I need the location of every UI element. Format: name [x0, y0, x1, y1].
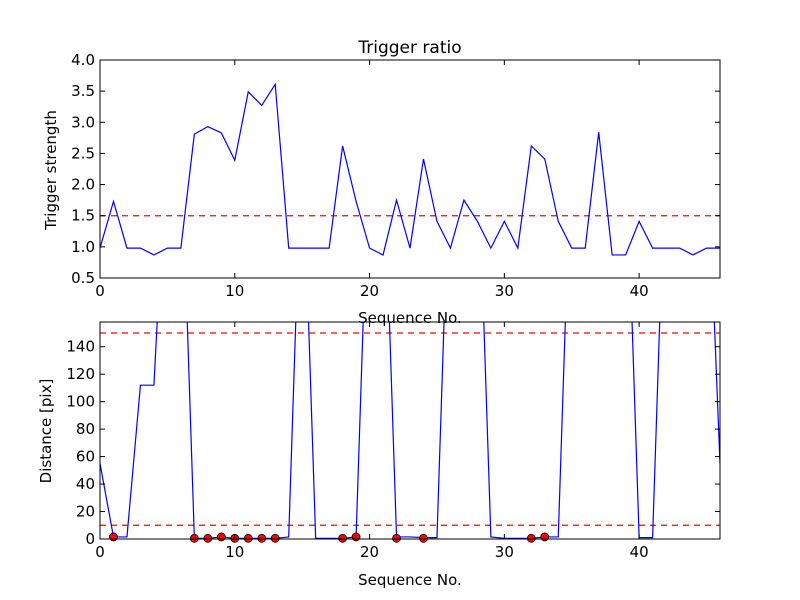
data-point-marker	[109, 532, 118, 542]
x-tick-label: 10	[225, 282, 244, 300]
axes-frame	[99, 59, 721, 279]
data-point-marker	[526, 533, 536, 543]
data-point-marker	[419, 533, 428, 543]
y-tick-label: 80	[76, 420, 95, 438]
plot-clip-group	[100, 322, 720, 539]
x-tick-label: 0	[95, 543, 105, 561]
y-tick-label: 2.5	[71, 144, 95, 162]
data-point-marker	[351, 532, 361, 542]
data-point-marker	[257, 533, 267, 543]
y-tick-label: 1.5	[71, 207, 95, 225]
x-tick-label: 40	[630, 282, 649, 300]
bottom-panel: 0 10 20 30 40 0 20 40 60 80 100 120 140 Sequence No.…	[37, 321, 721, 589]
y-tick-label: 100	[66, 393, 95, 411]
data-point-marker	[270, 533, 280, 543]
y-tick-label: 60	[76, 448, 95, 466]
x-tick-label: 10	[225, 543, 244, 561]
y-tick-label: 0.5	[71, 269, 95, 287]
data-point-marker	[203, 533, 213, 543]
data-point-marker	[540, 532, 550, 542]
top-panel: Trigger ratio 0 10 20 30 40 0.5 1.0 1.5 2.0 2.5 3.…	[42, 38, 721, 327]
x-tick-label: 40	[630, 543, 649, 561]
x-tick-label: 30	[495, 282, 514, 300]
plot-clip-group	[100, 82, 720, 256]
top-title: Trigger ratio	[357, 38, 461, 58]
y-tick-label: 1.0	[71, 238, 95, 256]
series-line	[100, 82, 720, 256]
x-tick-label: 0	[95, 282, 105, 300]
x-tick-label: 20	[360, 543, 379, 561]
y-tick-label: 140	[66, 338, 95, 356]
x-tick-label: 30	[495, 543, 514, 561]
y-tick-label: 20	[76, 503, 95, 521]
data-point-marker	[392, 533, 401, 543]
y-tick-label: 40	[76, 475, 95, 493]
bottom-xlabel: Sequence No.	[358, 571, 462, 589]
y-tick-label: 3.5	[71, 82, 95, 100]
top-plot-area: 0 10 20 30 40 0.5 1.0 1.5 2.0 2.5 3.0 3.5 4.0	[71, 51, 721, 300]
data-point-marker	[216, 532, 226, 542]
data-point-marker	[243, 533, 253, 543]
bottom-ylabel: Distance [pix]	[37, 379, 55, 484]
y-tick-label: 2.0	[71, 176, 95, 194]
data-point-marker	[338, 533, 348, 543]
series-line	[100, 322, 720, 539]
top-xlabel: Sequence No.	[358, 309, 462, 327]
x-tick-label: 20	[360, 282, 379, 300]
top-ylabel: Trigger strength	[42, 110, 60, 231]
bottom-plot-area: 0 10 20 30 40 0 20 40 60 80 100 120 140	[66, 321, 721, 561]
data-point-marker	[189, 533, 199, 543]
y-tick-label: 0	[85, 530, 95, 548]
y-tick-label: 4.0	[71, 51, 95, 69]
y-tick-label: 3.0	[71, 113, 95, 131]
y-tick-label: 120	[66, 365, 95, 383]
axes-frame	[99, 321, 721, 540]
